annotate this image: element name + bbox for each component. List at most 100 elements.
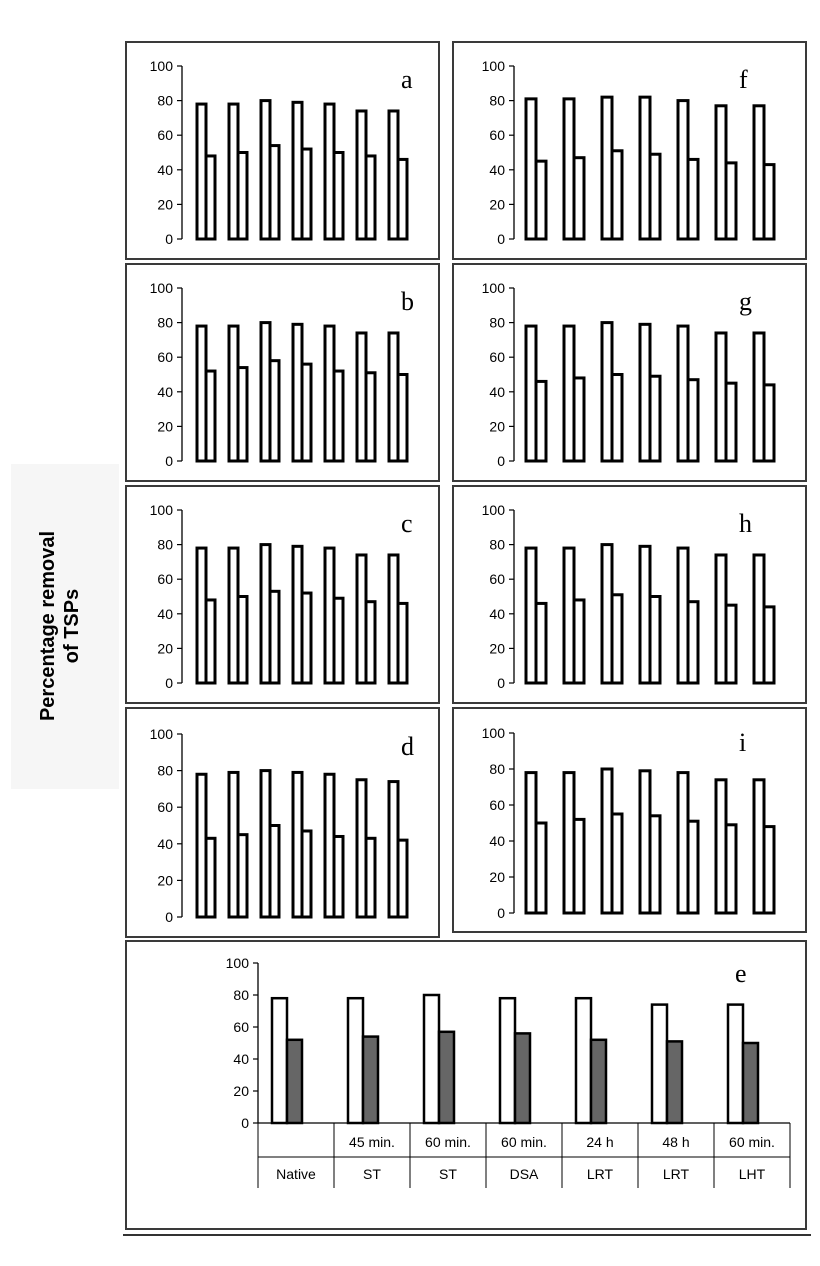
panel-label: e <box>735 959 747 988</box>
y-tick-label: 0 <box>497 453 505 469</box>
bar-series-2 <box>268 824 281 919</box>
bar-series-1 <box>498 996 517 1125</box>
bar-series-2 <box>534 379 548 463</box>
bar-series-2 <box>300 591 313 685</box>
bar-series-2 <box>724 381 738 463</box>
chart-b: 0 20 40 60 80 100 b <box>150 280 414 469</box>
bar-series-1 <box>574 996 593 1125</box>
bar-series-2 <box>762 163 776 241</box>
panel-g: 0 20 40 60 80 100 g <box>452 263 807 482</box>
panel-f: 0 20 40 60 80 100 f <box>452 41 807 260</box>
y-tick-label: 0 <box>497 675 505 691</box>
panel-h: 0 20 40 60 80 100 h <box>452 485 807 704</box>
y-tick-label: 100 <box>226 955 250 971</box>
y-tick-label: 0 <box>497 231 505 247</box>
y-tick-label: 40 <box>489 162 505 178</box>
y-tick-label: 60 <box>233 1019 249 1035</box>
bar-series-2 <box>648 374 662 463</box>
y-tick-label: 20 <box>489 640 505 656</box>
bar-series-2 <box>610 149 624 241</box>
y-tick-label: 20 <box>489 196 505 212</box>
bar-series-2 <box>300 829 313 919</box>
bar-series-2 <box>648 814 662 915</box>
y-tick-label: 60 <box>489 349 505 365</box>
bar-series-2 <box>364 600 377 685</box>
y-axis-title-line-2: of TSPs <box>61 589 83 663</box>
bar-series-2 <box>572 598 586 685</box>
y-axis-title: Percentage removal of TSPs <box>37 531 83 721</box>
y-tick-label: 100 <box>482 725 506 741</box>
bar-series-2 <box>648 595 662 685</box>
bar-series-2 <box>332 369 345 463</box>
panel-i: 0 20 40 60 80 100 i <box>452 707 807 933</box>
category-label: 24 h <box>586 1134 613 1150</box>
bar-series-1 <box>346 996 365 1125</box>
bar-series-2 <box>513 1032 532 1125</box>
y-axis-title-line-1: Percentage removal <box>37 531 59 721</box>
bar-series-2 <box>724 161 738 241</box>
bar-series-2 <box>236 595 249 685</box>
bar-series-2 <box>204 154 217 241</box>
bar-series-2 <box>268 359 281 463</box>
chart-a: 0 20 40 60 80 100 a <box>150 58 413 247</box>
chart-e: 0 20 40 60 80 100 e Native 45 min. ST 60 min. ST 60 … <box>226 955 791 1188</box>
bar-series-2 <box>268 589 281 685</box>
y-tick-label: 60 <box>157 571 173 587</box>
y-tick-label: 60 <box>489 571 505 587</box>
panel-d: 0 20 40 60 80 100 d <box>125 707 440 938</box>
y-tick-label: 20 <box>157 872 173 888</box>
y-tick-label: 60 <box>157 799 173 815</box>
category-label: 60 min. <box>425 1134 471 1150</box>
bar-series-2 <box>724 603 738 685</box>
bar-series-2 <box>686 378 700 463</box>
bar-series-2 <box>285 1038 304 1125</box>
category-label: Native <box>276 1166 316 1182</box>
panel-e: 0 20 40 60 80 100 e Native 45 min. ST 60 min. ST 60 … <box>125 940 807 1230</box>
chart-c: 0 20 40 60 80 100 c <box>150 502 413 691</box>
y-tick-label: 20 <box>233 1083 249 1099</box>
y-tick-label: 0 <box>497 905 505 921</box>
bar-series-2 <box>610 373 624 463</box>
y-tick-label: 100 <box>150 58 174 74</box>
bar-series-2 <box>396 838 409 919</box>
bar-series-1 <box>422 993 441 1125</box>
bar-series-2 <box>364 836 377 919</box>
panel-label: c <box>401 509 413 538</box>
y-tick-label: 20 <box>157 196 173 212</box>
bar-series-1 <box>650 1003 669 1125</box>
bar-series-2 <box>300 362 313 463</box>
y-tick-label: 80 <box>489 761 505 777</box>
y-tick-label: 60 <box>489 797 505 813</box>
bar-series-2 <box>396 373 409 463</box>
bar-series-1 <box>726 1003 745 1125</box>
category-label: DSA <box>510 1166 539 1182</box>
bar-series-2 <box>572 376 586 463</box>
category-label: 48 h <box>662 1134 689 1150</box>
y-tick-label: 80 <box>489 315 505 331</box>
y-tick-label: 0 <box>165 909 173 925</box>
y-tick-label: 80 <box>489 93 505 109</box>
panel-label: f <box>739 65 748 94</box>
chart-f: 0 20 40 60 80 100 f <box>482 58 776 247</box>
y-tick-label: 40 <box>157 836 173 852</box>
y-tick-label: 60 <box>157 349 173 365</box>
bar-series-2 <box>236 833 249 919</box>
bar-series-2 <box>236 151 249 241</box>
category-label: LRT <box>587 1166 614 1182</box>
y-tick-label: 0 <box>241 1115 249 1131</box>
y-tick-label: 60 <box>157 127 173 143</box>
chart-i: 0 20 40 60 80 100 i <box>482 725 776 921</box>
y-tick-label: 100 <box>150 726 174 742</box>
bar-series-2 <box>741 1041 760 1125</box>
y-tick-label: 40 <box>157 384 173 400</box>
panel-a: 0 20 40 60 80 100 a <box>125 41 440 260</box>
bar-series-2 <box>268 144 281 241</box>
bar-series-2 <box>534 821 548 915</box>
y-tick-label: 20 <box>157 640 173 656</box>
y-tick-label: 100 <box>482 280 506 296</box>
bar-series-2 <box>665 1040 684 1125</box>
y-tick-label: 20 <box>157 418 173 434</box>
chart-h: 0 20 40 60 80 100 h <box>482 502 776 691</box>
panel-label: d <box>401 732 414 761</box>
y-tick-label: 80 <box>157 93 173 109</box>
